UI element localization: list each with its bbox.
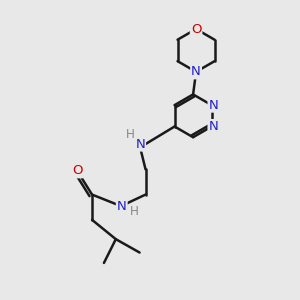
Text: H: H (130, 205, 139, 218)
Text: H: H (126, 128, 134, 141)
Text: O: O (72, 164, 83, 177)
Text: N: N (208, 99, 218, 112)
Text: N: N (191, 65, 201, 78)
Text: N: N (208, 120, 218, 133)
Text: N: N (135, 138, 145, 151)
Text: O: O (191, 22, 201, 35)
Text: N: N (117, 200, 127, 213)
